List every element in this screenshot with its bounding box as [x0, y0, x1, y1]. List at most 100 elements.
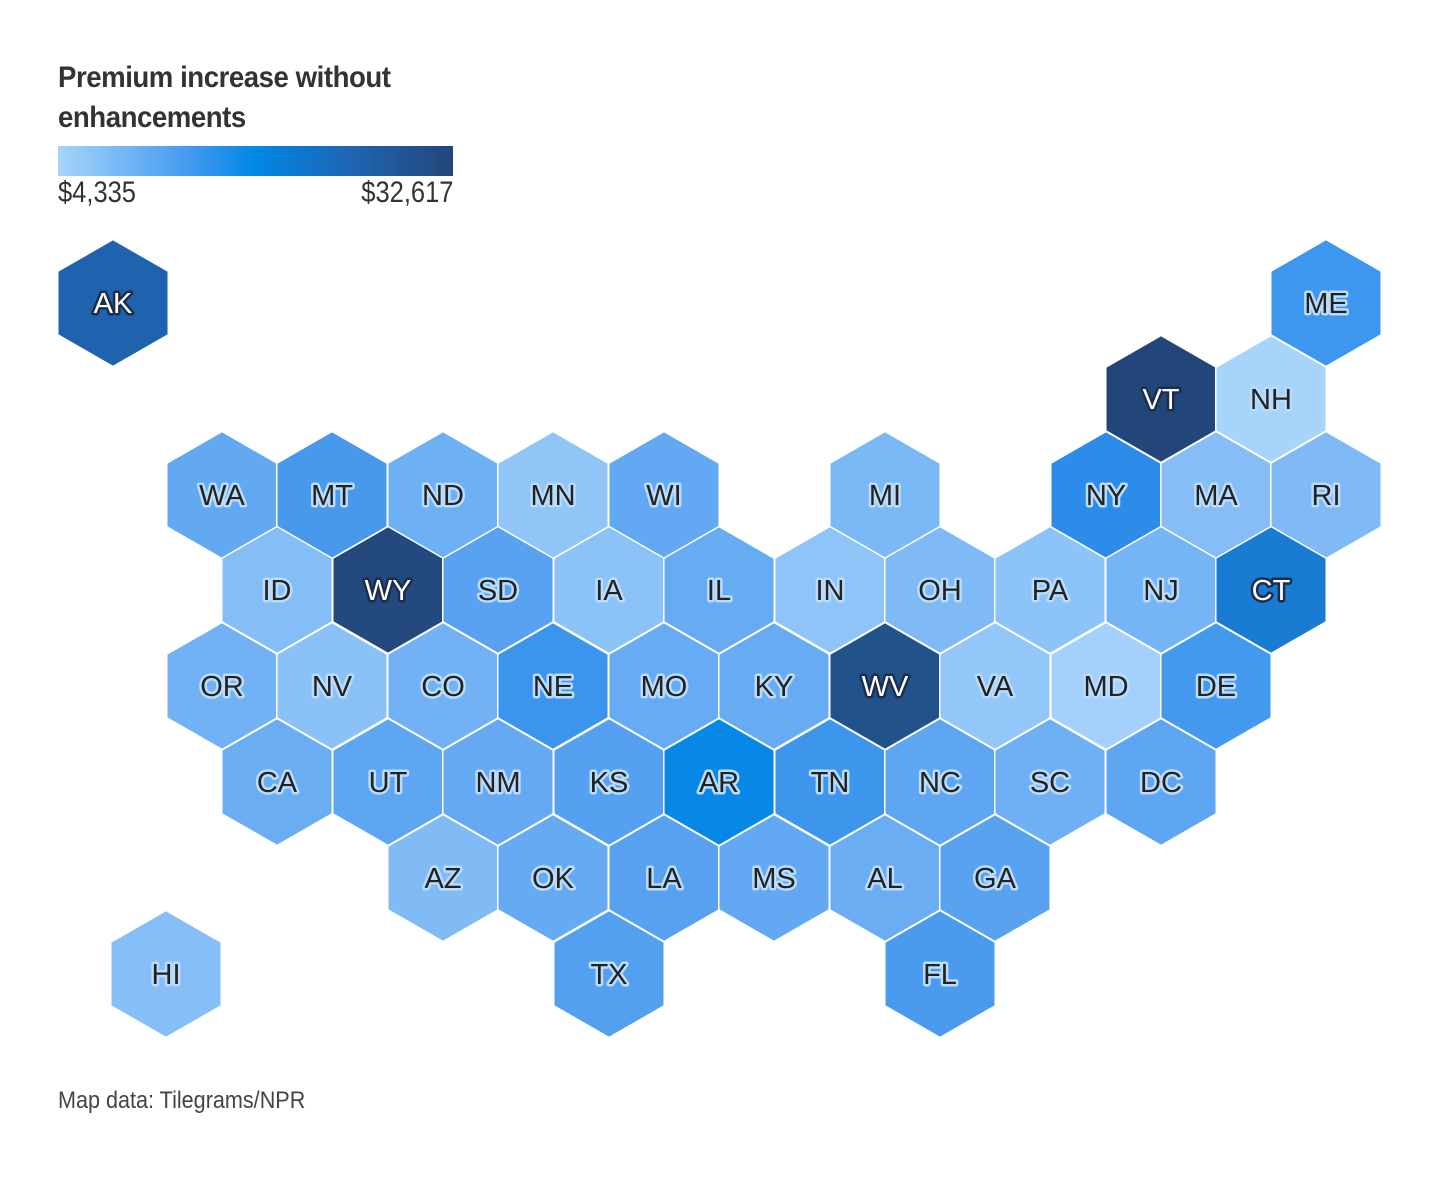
state-hex-tn[interactable]: TN: [774, 717, 886, 847]
state-label: OH: [918, 575, 962, 607]
state-label: AL: [867, 863, 902, 895]
legend-title: Premium increase without enhancements: [58, 61, 391, 134]
state-hex-az[interactable]: AZ: [387, 813, 499, 943]
state-hex-ny[interactable]: NY: [1050, 430, 1162, 560]
state-label: MT: [311, 480, 353, 512]
state-label: CA: [257, 767, 298, 799]
state-label: ME: [1304, 288, 1348, 320]
state-hex-ga[interactable]: GA: [939, 813, 1051, 943]
state-label: SC: [1030, 767, 1070, 799]
state-label: ID: [263, 575, 292, 607]
state-label: IA: [595, 575, 623, 607]
state-label: WA: [199, 480, 245, 512]
state-hex-ma[interactable]: MA: [1160, 430, 1272, 560]
hex-shape: [884, 909, 996, 1039]
state-label: HI: [152, 959, 181, 991]
state-hex-nh[interactable]: NH: [1215, 334, 1327, 464]
state-hex-vt[interactable]: VT: [1105, 334, 1217, 464]
state-label: DE: [1196, 671, 1236, 703]
state-label: SD: [478, 575, 518, 607]
state-label: OK: [532, 863, 575, 895]
state-hex-hi[interactable]: HI: [110, 909, 222, 1039]
legend-gradient-bar: [58, 146, 453, 176]
state-hex-me[interactable]: ME: [1270, 238, 1382, 368]
state-hex-wa[interactable]: WA: [166, 430, 278, 560]
state-label: MN: [530, 480, 575, 512]
state-hex-nc[interactable]: NC: [884, 717, 996, 847]
state-label: DC: [1140, 767, 1182, 799]
state-hex-al[interactable]: AL: [829, 813, 941, 943]
state-hex-tx[interactable]: TX: [553, 909, 665, 1039]
state-hex-mn[interactable]: MN: [497, 430, 609, 560]
state-label: AZ: [424, 863, 461, 895]
state-label: PA: [1032, 575, 1069, 607]
state-label: MI: [869, 480, 901, 512]
state-hex-ak[interactable]: AK: [57, 238, 169, 368]
state-hex-ne[interactable]: NE: [497, 621, 609, 751]
state-label: VA: [977, 671, 1014, 703]
state-hex-va[interactable]: VA: [939, 621, 1051, 751]
state-label: GA: [974, 863, 1017, 895]
state-label: NH: [1250, 384, 1292, 416]
state-hex-sc[interactable]: SC: [994, 717, 1106, 847]
state-label: AR: [699, 767, 739, 799]
state-label: KS: [590, 767, 629, 799]
state-label: CT: [1252, 575, 1291, 607]
legend-max-label: $32,617: [360, 176, 453, 209]
state-label: WV: [862, 671, 909, 703]
hex-shape: [553, 909, 665, 1039]
state-hex-pa[interactable]: PA: [994, 525, 1106, 655]
state-hex-wv[interactable]: WV: [829, 621, 941, 751]
state-hex-nv[interactable]: NV: [276, 621, 388, 751]
hex-shape: [57, 238, 169, 368]
state-hex-nj[interactable]: NJ: [1105, 525, 1217, 655]
state-label: MA: [1194, 480, 1238, 512]
state-label: MS: [752, 863, 796, 895]
state-label: WY: [365, 575, 412, 607]
state-label: NE: [533, 671, 573, 703]
state-label: IN: [816, 575, 845, 607]
state-label: TX: [590, 959, 627, 991]
state-label: RI: [1312, 480, 1341, 512]
hex-shape: [1105, 717, 1217, 847]
state-label: MO: [641, 671, 688, 703]
state-label: NJ: [1143, 575, 1178, 607]
state-hex-nm[interactable]: NM: [442, 717, 554, 847]
state-label: ND: [422, 480, 464, 512]
state-label: NY: [1086, 480, 1126, 512]
state-label: NC: [919, 767, 961, 799]
state-hex-mo[interactable]: MO: [608, 621, 720, 751]
state-hex-ms[interactable]: MS: [718, 813, 830, 943]
state-hex-dc[interactable]: DC: [1105, 717, 1217, 847]
state-hex-or[interactable]: OR: [166, 621, 278, 751]
state-label: MD: [1083, 671, 1128, 703]
state-label: FL: [923, 959, 957, 991]
state-label: OR: [200, 671, 244, 703]
state-hex-de[interactable]: DE: [1160, 621, 1272, 751]
state-hex-fl[interactable]: FL: [884, 909, 996, 1039]
state-hex-la[interactable]: LA: [608, 813, 720, 943]
state-hex-mt[interactable]: MT: [276, 430, 388, 560]
source-credit: Map data: Tilegrams/NPR: [58, 1087, 306, 1114]
state-hex-co[interactable]: CO: [387, 621, 499, 751]
state-hex-ut[interactable]: UT: [332, 717, 444, 847]
state-label: NM: [475, 767, 520, 799]
state-hex-mi[interactable]: MI: [829, 430, 941, 560]
state-label: KY: [755, 671, 794, 703]
state-label: TN: [811, 767, 850, 799]
legend-min-label: $4,335: [58, 176, 137, 209]
state-hex-ri[interactable]: RI: [1270, 430, 1382, 560]
state-hex-in[interactable]: IN: [774, 525, 886, 655]
state-label: LA: [646, 863, 682, 895]
state-label: WI: [646, 480, 681, 512]
state-label: CO: [421, 671, 465, 703]
state-label: UT: [369, 767, 408, 799]
state-label: AK: [94, 288, 133, 320]
state-label: IL: [707, 575, 731, 607]
state-label: VT: [1142, 384, 1179, 416]
state-hex-wi[interactable]: WI: [608, 430, 720, 560]
state-hex-ca[interactable]: CA: [221, 717, 333, 847]
state-hex-ct[interactable]: CT: [1215, 525, 1327, 655]
state-label: NV: [312, 671, 353, 703]
